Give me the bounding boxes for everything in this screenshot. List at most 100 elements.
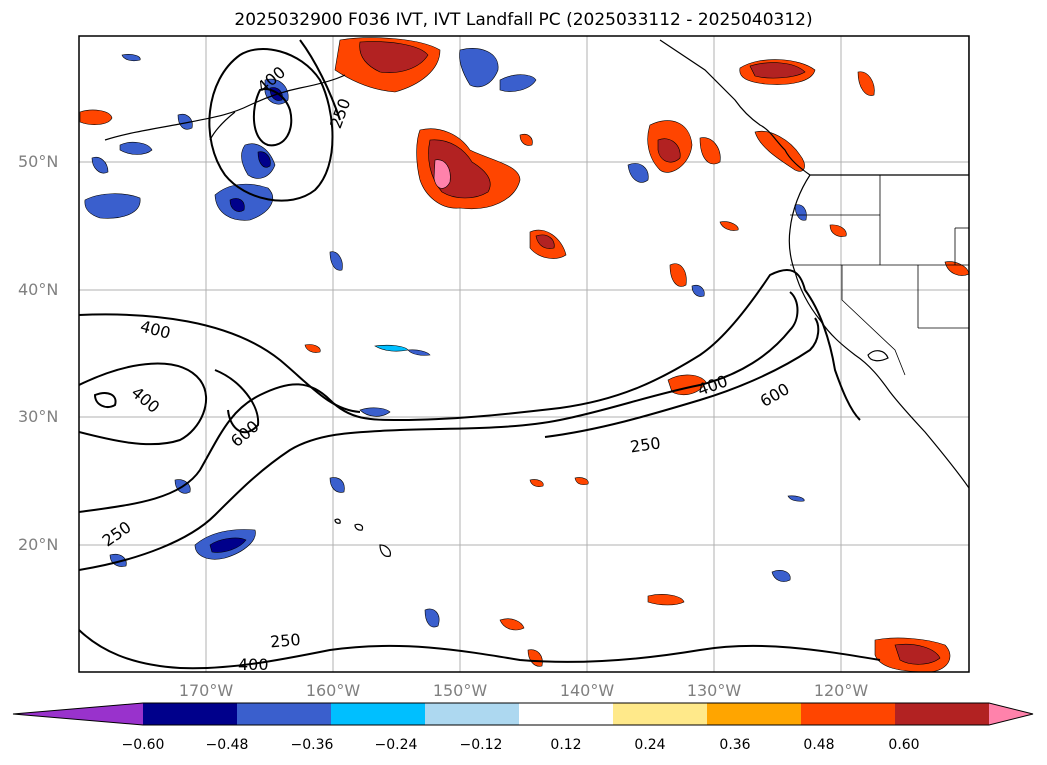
- pc-blob-cool: [214, 183, 273, 221]
- pc-blob-core: [894, 643, 941, 665]
- colorbar: [12, 702, 1034, 726]
- colorbar-outline: [12, 702, 1034, 726]
- pc-blob-deep: [229, 198, 245, 212]
- pc-blob-warm: [499, 618, 525, 631]
- pc-blob-cool: [627, 163, 649, 183]
- ivt-contour-inner: [252, 88, 293, 147]
- lat-label-50n: 50°N: [18, 152, 59, 171]
- ivt-contour-250-alaska: [299, 39, 341, 121]
- pc-blob-cool: [691, 285, 705, 297]
- pc-blob-warm: [754, 130, 805, 172]
- pc-blob-cool: [771, 570, 791, 582]
- pc-blob-cool: [407, 349, 431, 356]
- pc-blob-warm: [647, 594, 685, 606]
- pc-blob-cool: [459, 48, 499, 88]
- pc-blob-warm: [699, 137, 721, 165]
- contour-label: 250: [326, 96, 354, 131]
- pc-blob-deep: [209, 537, 247, 553]
- pc-blob-cool: [119, 141, 153, 155]
- ivt-contour-400-inner: [79, 362, 207, 446]
- pc-blob-cool: [359, 407, 391, 417]
- map-title: 2025032900 F036 IVT, IVT Landfall PC (20…: [234, 10, 813, 30]
- pc-blob-cool: [84, 193, 141, 219]
- contour-label: 400: [695, 371, 730, 399]
- colorbar-tick-label: 0.48: [803, 737, 835, 753]
- pc-blob-warm: [529, 479, 544, 487]
- ivt-contour-250-bottom: [79, 629, 881, 670]
- colorbar-segment: [801, 703, 896, 725]
- pc-blob-cool: [121, 54, 141, 62]
- pc-blob-core: [749, 62, 806, 79]
- pc-blob-cool: [374, 344, 409, 352]
- colorbar-tick-label: 0.24: [634, 737, 666, 753]
- contour-label: 400: [128, 383, 164, 417]
- pc-blob-warm: [527, 649, 543, 667]
- contour-label: 250: [629, 433, 662, 456]
- colorbar-segment: [519, 703, 614, 725]
- pc-blob-cool: [424, 608, 440, 628]
- ivt-contour-400-alaska: [208, 48, 334, 202]
- ivt-contour-600: [214, 369, 260, 434]
- pc-blob-cool: [794, 204, 807, 221]
- pc-blob-cool: [329, 477, 345, 493]
- colorbar-extend-min: [13, 703, 143, 725]
- lon-label-130w: 130°W: [686, 681, 742, 700]
- pc-blob-cool: [241, 143, 276, 179]
- colorbar-segment: [237, 703, 332, 725]
- lat-label-20n: 20°N: [18, 535, 59, 554]
- state-boundaries: [790, 175, 969, 376]
- pc-blob-warm: [829, 224, 847, 237]
- lon-label-140w: 140°W: [559, 681, 615, 700]
- ivt-contour-250-south: [79, 269, 861, 513]
- coastlines: [104, 36, 969, 557]
- pc-blob-peak: [433, 159, 451, 189]
- pc-blob-cool: [787, 495, 805, 502]
- colorbar-tick-label: −0.12: [459, 737, 503, 753]
- colorbar-segment: [895, 703, 990, 725]
- colorbar-segment: [707, 703, 802, 725]
- negative-pc-shading: [84, 48, 807, 628]
- lat-label-40n: 40°N: [18, 280, 59, 299]
- map-frame: [78, 35, 970, 673]
- contour-label: 600: [757, 379, 793, 411]
- pc-blob-core: [535, 234, 555, 249]
- colorbar-segment: [331, 703, 426, 725]
- colorbar-tick-label: −0.48: [205, 737, 249, 753]
- pc-blob-core: [359, 41, 429, 73]
- colorbar-extend-max: [989, 703, 1033, 725]
- pc-blob-cool: [91, 157, 109, 174]
- colorbar-tick-label: 0.12: [550, 737, 582, 753]
- pc-blob-warm: [304, 344, 321, 353]
- lat-label-30n: 30°N: [18, 407, 59, 426]
- contour-label: 400: [238, 655, 269, 674]
- pc-blob-cool: [499, 74, 537, 92]
- pc-blob-warm: [944, 261, 969, 276]
- ivt-contour-250-inner: [79, 291, 799, 571]
- contour-label: 250: [269, 630, 301, 652]
- pc-blob-warm: [519, 133, 533, 146]
- colorbar-tick-label: −0.36: [290, 737, 334, 753]
- lon-label-160w: 160°W: [305, 681, 361, 700]
- colorbar-tick-label: −0.24: [374, 737, 418, 753]
- lon-label-120w: 120°W: [813, 681, 869, 700]
- pc-blob-cool: [329, 251, 343, 271]
- positive-pc-shading: [79, 37, 969, 672]
- gridlines: [79, 36, 969, 672]
- pc-blob-core: [657, 138, 681, 163]
- ivt-contour-400: [79, 313, 361, 413]
- contour-label: 400: [138, 316, 172, 342]
- pc-blob-warm: [719, 221, 739, 231]
- lon-label-170w: 170°W: [178, 681, 234, 700]
- pc-blob-deep: [257, 151, 271, 168]
- colorbar-tick-label: −0.60: [121, 737, 165, 753]
- pc-blob-warm: [574, 477, 589, 485]
- pc-blob-warm: [79, 109, 113, 125]
- ivt-contour-small: [93, 392, 117, 408]
- colorbar-segment: [143, 703, 238, 725]
- pc-blob-warm: [857, 71, 875, 96]
- colorbar-segment: [425, 703, 520, 725]
- ivt-contours: [79, 39, 881, 670]
- lon-label-150w: 150°W: [432, 681, 488, 700]
- colorbar-tick-label: 0.36: [719, 737, 751, 753]
